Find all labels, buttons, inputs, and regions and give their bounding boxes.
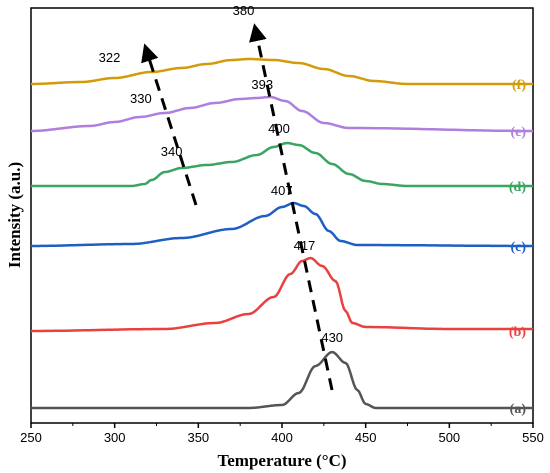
series-label-6: (f): [512, 78, 526, 93]
x-ticks: 250 300 350 400 450 500 550: [20, 423, 544, 445]
peak-label-main-4: 400: [268, 121, 290, 136]
series-label-5: (e): [510, 125, 526, 140]
series-line-3: [31, 201, 533, 248]
series-line-2: [31, 256, 533, 333]
series-label-2: (b): [509, 325, 526, 340]
x-tick-label-4: 400: [271, 430, 293, 445]
series-group: (a) (b) (c) (d) (e) (f): [31, 57, 533, 417]
x-axis-title: Temperature (°C): [217, 451, 346, 470]
x-tick-label-2: 300: [104, 430, 126, 445]
series-line-6: [31, 57, 533, 86]
peak-label-main-5: 393: [251, 77, 273, 92]
series-line-5: [31, 95, 533, 133]
x-tick-label-5: 450: [355, 430, 377, 445]
series-label-4: (d): [509, 180, 526, 195]
peak-label-low-2: 330: [130, 91, 152, 106]
series-line-4: [31, 141, 533, 188]
peak-label-main-1: 430: [321, 330, 343, 345]
x-tick-label-1: 250: [20, 430, 42, 445]
peak-label-main-3: 407: [271, 183, 293, 198]
y-axis-title: Intensity (a.u.): [5, 162, 24, 268]
series-label-1: (a): [510, 402, 527, 417]
trend-arrow-low: [141, 43, 198, 206]
trend-arrow-main: [249, 23, 334, 391]
x-tick-label-7: 550: [522, 430, 544, 445]
peak-label-main-6: 380: [233, 3, 255, 18]
plot-frame: [30, 7, 534, 424]
x-tick-label-3: 350: [187, 430, 209, 445]
series-line-1: [31, 350, 533, 410]
series-label-3: (c): [510, 240, 526, 255]
x-tick-label-6: 500: [438, 430, 460, 445]
peak-label-main-2: 417: [294, 238, 316, 253]
peak-label-low-3: 322: [99, 50, 121, 65]
